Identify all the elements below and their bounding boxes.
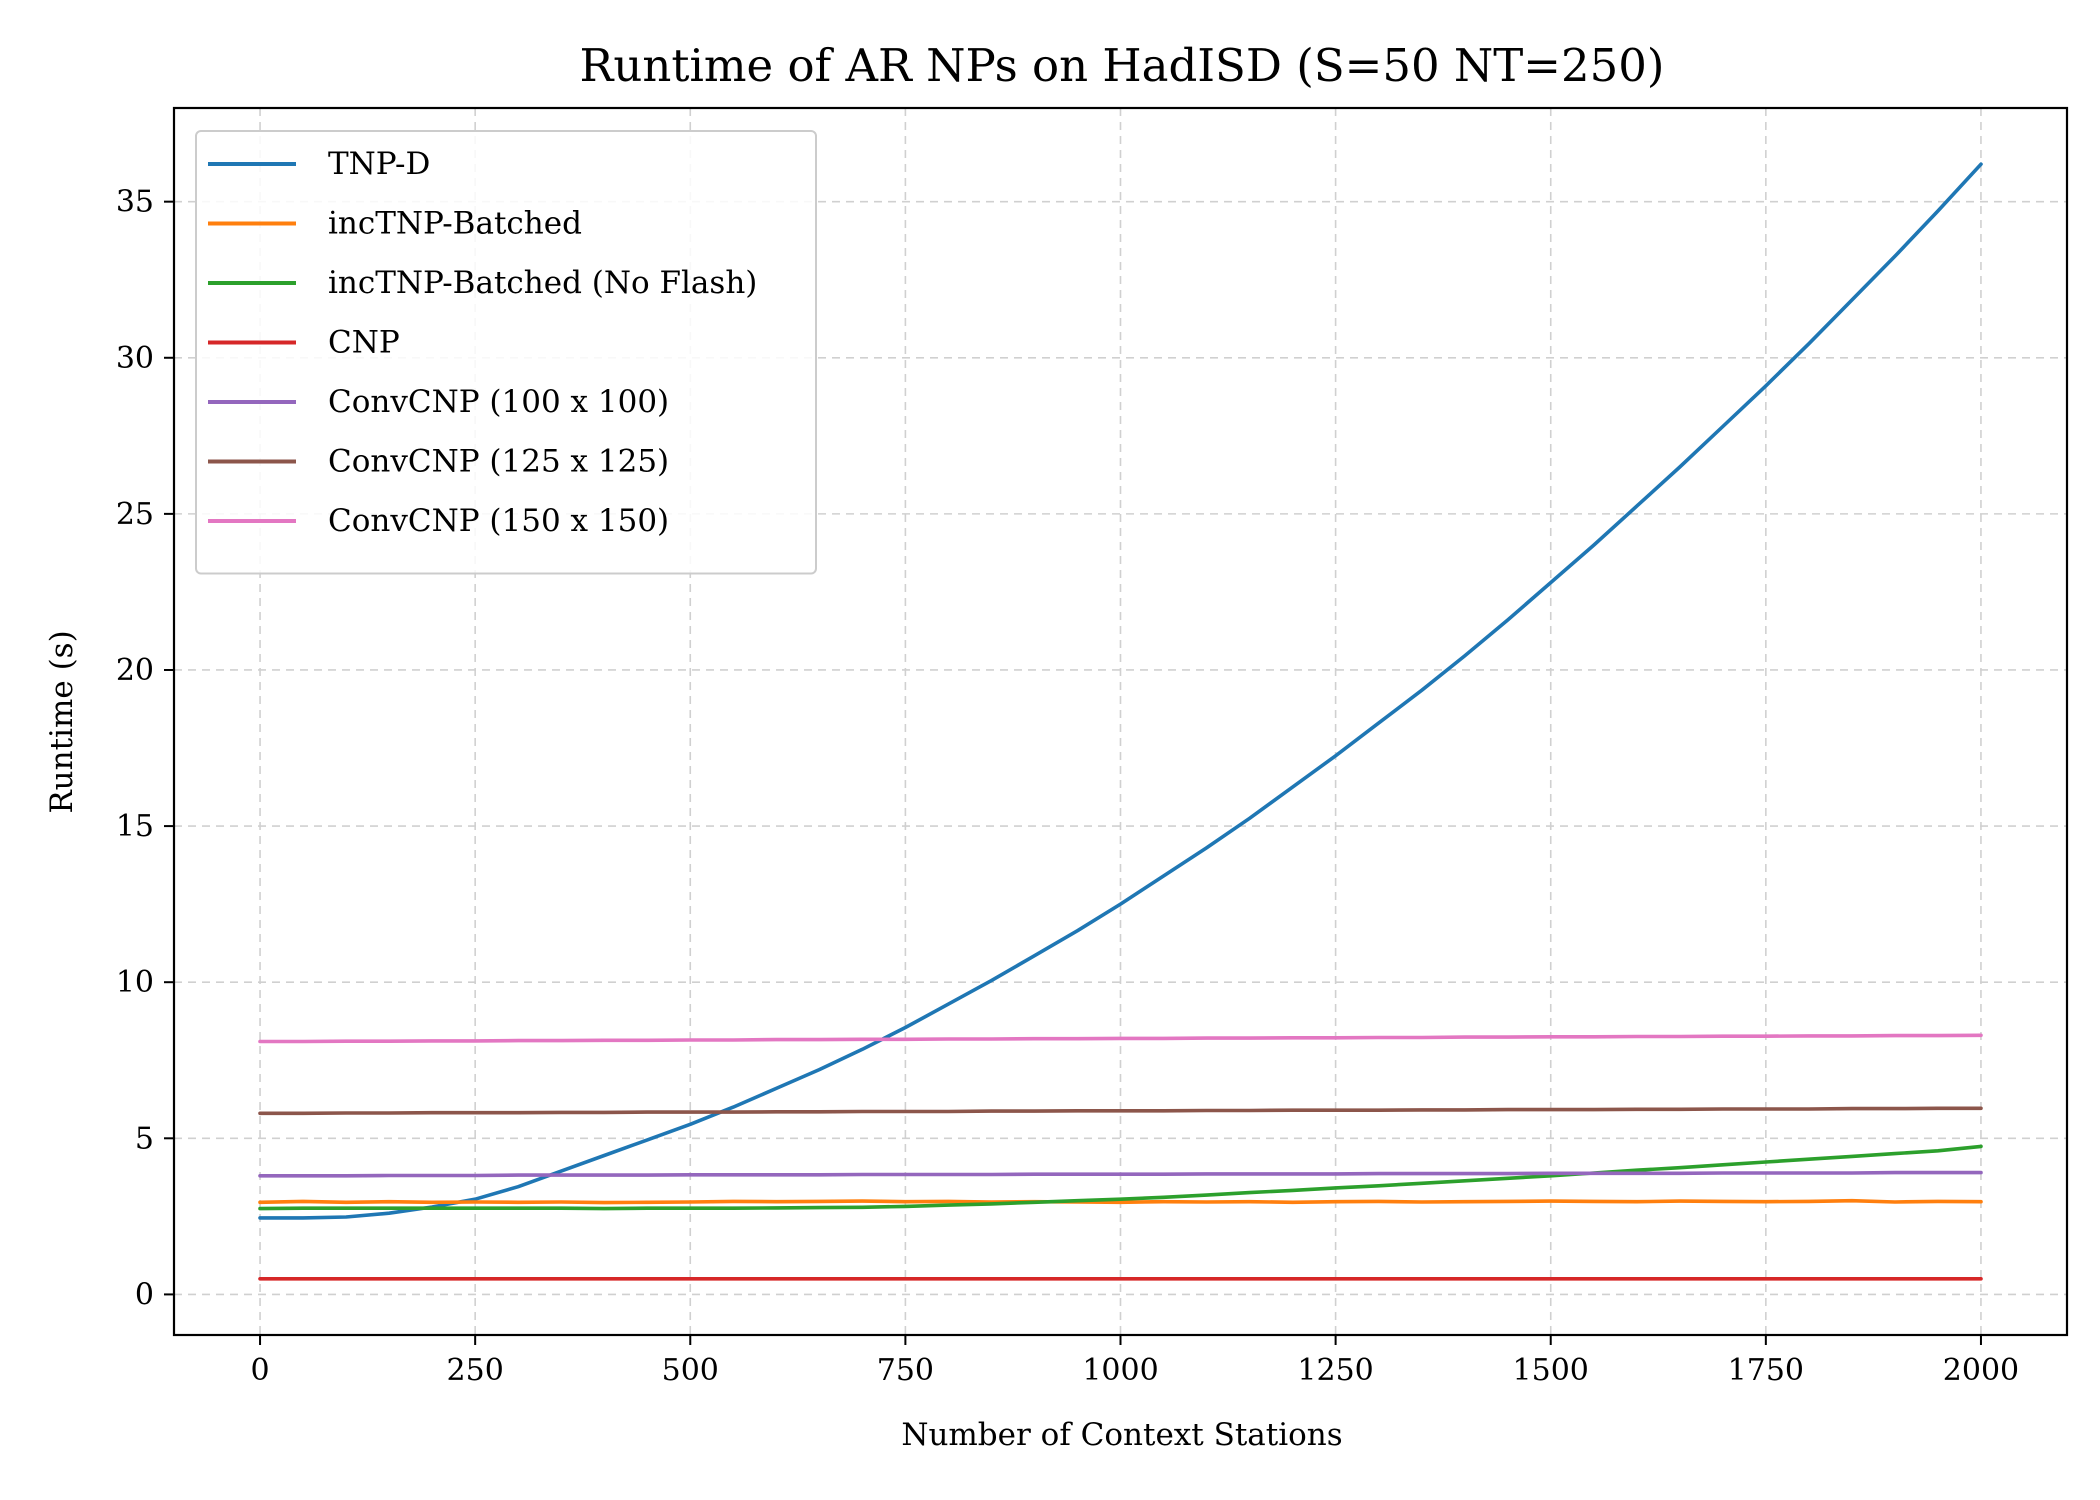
- legend-label: ConvCNP (100 x 100): [328, 384, 669, 420]
- y-tick-label: 20: [116, 653, 154, 688]
- y-tick-label: 30: [116, 341, 154, 376]
- legend-label: incTNP-Batched: [328, 206, 582, 242]
- x-axis-label: Number of Context Stations: [901, 1417, 1342, 1453]
- series-layer: [258, 162, 1983, 1281]
- x-tick-label: 1500: [1513, 1353, 1589, 1388]
- series-line-7: [258, 1033, 1983, 1044]
- y-tick-label: 15: [116, 809, 154, 844]
- y-tick-label: 10: [116, 965, 154, 1000]
- legend-label: incTNP-Batched (No Flash): [328, 265, 757, 301]
- x-tick-label: 250: [447, 1353, 504, 1388]
- series-line-5: [258, 1170, 1983, 1178]
- x-tick-label: 0: [250, 1353, 269, 1388]
- y-tick-label: 35: [116, 185, 154, 220]
- x-tick-label: 750: [877, 1353, 934, 1388]
- legend-box: [195, 130, 817, 575]
- y-axis-label: Runtime (s): [44, 630, 80, 813]
- legend: TNP-D incTNP-Batched incTNP-Batched (No Fl…: [195, 130, 817, 575]
- legend-label: ConvCNP (150 x 150): [328, 503, 669, 539]
- x-tick-label: 1000: [1082, 1353, 1158, 1388]
- series-line-2: [258, 1198, 1983, 1205]
- x-tick-label: 500: [662, 1353, 719, 1388]
- legend-label: ConvCNP (125 x 125): [328, 444, 669, 480]
- legend-label: CNP: [328, 325, 400, 361]
- legend-label: TNP-D: [328, 146, 430, 182]
- chart-title: Runtime of AR NPs on HadISD (S=50 NT=250…: [580, 39, 1665, 92]
- y-tick-label: 0: [135, 1277, 154, 1312]
- x-tick-label: 1750: [1728, 1353, 1804, 1388]
- series-line-6: [258, 1106, 1983, 1116]
- x-tick-label: 1250: [1297, 1353, 1373, 1388]
- series-line-3: [258, 1144, 1983, 1211]
- y-tick-label: 25: [116, 497, 154, 532]
- ticks: 0 250 500 750 1000 1250 1500 1750 2000 0 5 10 15 20 25…: [116, 185, 2019, 1388]
- x-tick-label: 2000: [1943, 1353, 2019, 1388]
- y-tick-label: 5: [135, 1121, 154, 1156]
